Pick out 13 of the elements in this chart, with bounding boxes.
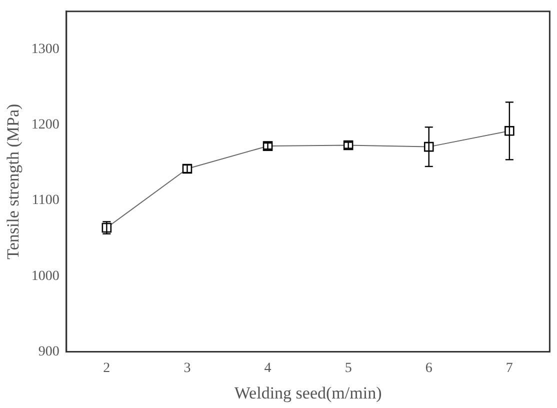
y-tick-label: 900 xyxy=(38,344,60,360)
x-tick-label: 5 xyxy=(344,360,352,376)
x-tick-label: 3 xyxy=(184,360,191,376)
y-tick-label: 1200 xyxy=(31,118,60,133)
y-tick-label: 1100 xyxy=(32,193,60,208)
x-tick-label: 4 xyxy=(264,360,272,376)
y-tick-label: 1000 xyxy=(31,268,60,284)
x-tick-label: 7 xyxy=(506,360,513,376)
x-tick-label: 6 xyxy=(425,360,432,376)
y-tick-label: 1300 xyxy=(31,42,60,57)
x-tick-label: 2 xyxy=(103,360,110,376)
y-axis-title: Tensile strength (MPa) xyxy=(4,104,23,260)
x-axis-title: Welding seed(m/min) xyxy=(234,383,382,402)
